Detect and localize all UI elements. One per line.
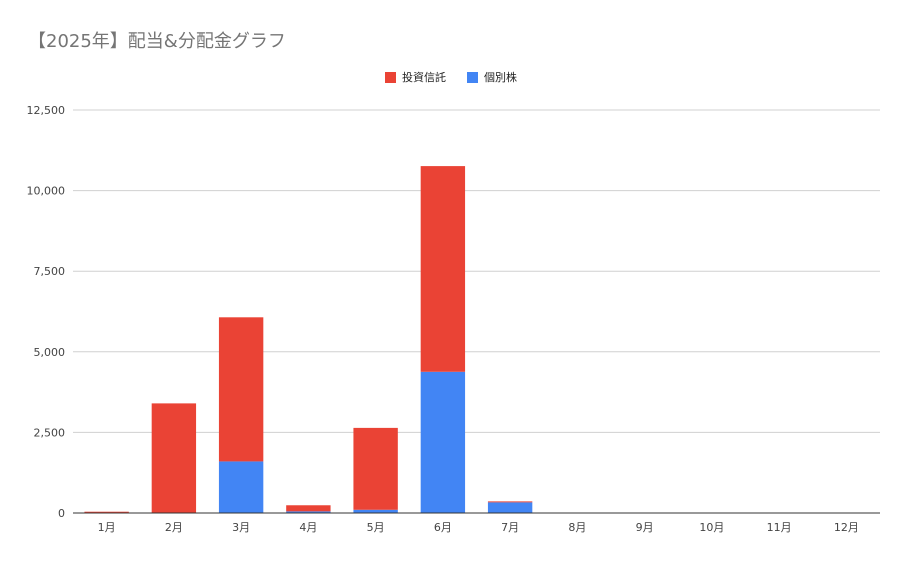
y-tick-label: 2,500	[34, 426, 66, 439]
x-tick-label: 1月	[98, 521, 116, 534]
y-tick-label: 10,000	[27, 185, 66, 198]
bar-segment-investment-trust	[151, 403, 197, 513]
x-tick-label: 10月	[699, 521, 724, 534]
bar-segment-investment-trust	[286, 505, 331, 512]
legend: 投資信託 個別株	[385, 70, 517, 84]
x-tick-label: 3月	[232, 521, 250, 534]
bar-segment-individual-stocks	[487, 502, 533, 513]
x-tick-label: 12月	[834, 521, 859, 534]
x-tick-label: 8月	[568, 521, 586, 534]
y-axis-ticks: 0 2,500 5,000 7,500 10,000 12,500	[27, 104, 66, 520]
bar-segment-investment-trust	[420, 166, 466, 372]
x-tick-label: 5月	[367, 521, 385, 534]
legend-swatch-investment-trust	[385, 72, 396, 83]
y-tick-label: 12,500	[27, 104, 66, 117]
x-tick-label: 7月	[501, 521, 519, 534]
x-tick-label: 9月	[636, 521, 654, 534]
x-tick-label: 6月	[434, 521, 452, 534]
x-tick-label: 4月	[299, 521, 317, 534]
bar-segment-investment-trust	[218, 317, 264, 462]
bar-segment-investment-trust	[487, 501, 533, 503]
bars	[84, 166, 533, 513]
bar-segment-investment-trust	[84, 511, 129, 513]
bar-segment-investment-trust	[353, 427, 398, 510]
chart-title: 【2025年】配当&分配金グラフ	[28, 31, 286, 52]
bar-segment-individual-stocks	[218, 461, 264, 513]
x-tick-label: 11月	[767, 521, 792, 534]
bar-segment-individual-stocks	[286, 511, 331, 513]
gridlines	[73, 109, 880, 433]
x-tick-label: 2月	[165, 521, 183, 534]
y-tick-label: 0	[58, 507, 65, 520]
bar-segment-individual-stocks	[420, 371, 466, 513]
y-tick-label: 5,000	[34, 346, 66, 359]
legend-label-individual-stocks: 個別株	[484, 70, 517, 84]
bar-segment-individual-stocks	[353, 509, 398, 513]
legend-label-investment-trust: 投資信託	[402, 70, 446, 84]
y-tick-label: 7,500	[34, 265, 66, 278]
legend-swatch-individual-stocks	[467, 72, 478, 83]
x-axis-ticks: 1月 2月 3月 4月 5月 6月 7月 8月 9月 10月 11月 12月	[98, 521, 859, 534]
